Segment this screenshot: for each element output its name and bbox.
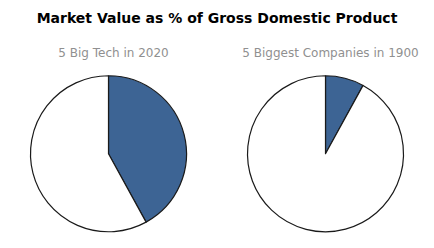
- svg-text:5 Biggest Companies in 1900: 5 Biggest Companies in 1900: [242, 46, 418, 60]
- svg-text:5 Big Tech in 2020: 5 Big Tech in 2020: [58, 46, 168, 60]
- svg-text:Market Value as % of Gross Dom: Market Value as % of Gross Domestic Prod…: [37, 10, 398, 26]
